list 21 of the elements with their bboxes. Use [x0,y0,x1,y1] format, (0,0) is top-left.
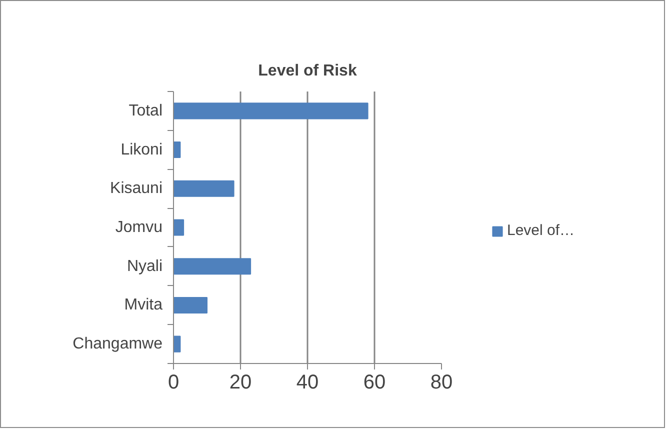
y-tick-label: Changamwe [72,336,163,353]
bar [174,219,184,236]
y-tick-label: Nyali [126,258,162,275]
y-tick-label: Mvita [124,296,163,314]
y-tick-label: Likoni [120,141,163,158]
bar [174,102,368,120]
bar [174,180,234,197]
bar [174,296,208,314]
legend-label: Level of… [507,222,575,239]
bar [174,258,252,275]
x-tick-label: 40 [296,372,319,394]
x-tick-label: 20 [229,372,252,394]
x-tick-label: 0 [168,372,180,394]
x-tick-label: 80 [430,372,453,394]
y-tick-label: Total [128,102,162,120]
y-tick-label: Kisauni [110,180,163,198]
bar [174,142,181,158]
chart-title: Level of Risk [258,62,357,80]
y-tick-label: Jomvu [115,219,162,236]
bar [174,336,181,352]
x-tick-label: 60 [363,372,386,394]
